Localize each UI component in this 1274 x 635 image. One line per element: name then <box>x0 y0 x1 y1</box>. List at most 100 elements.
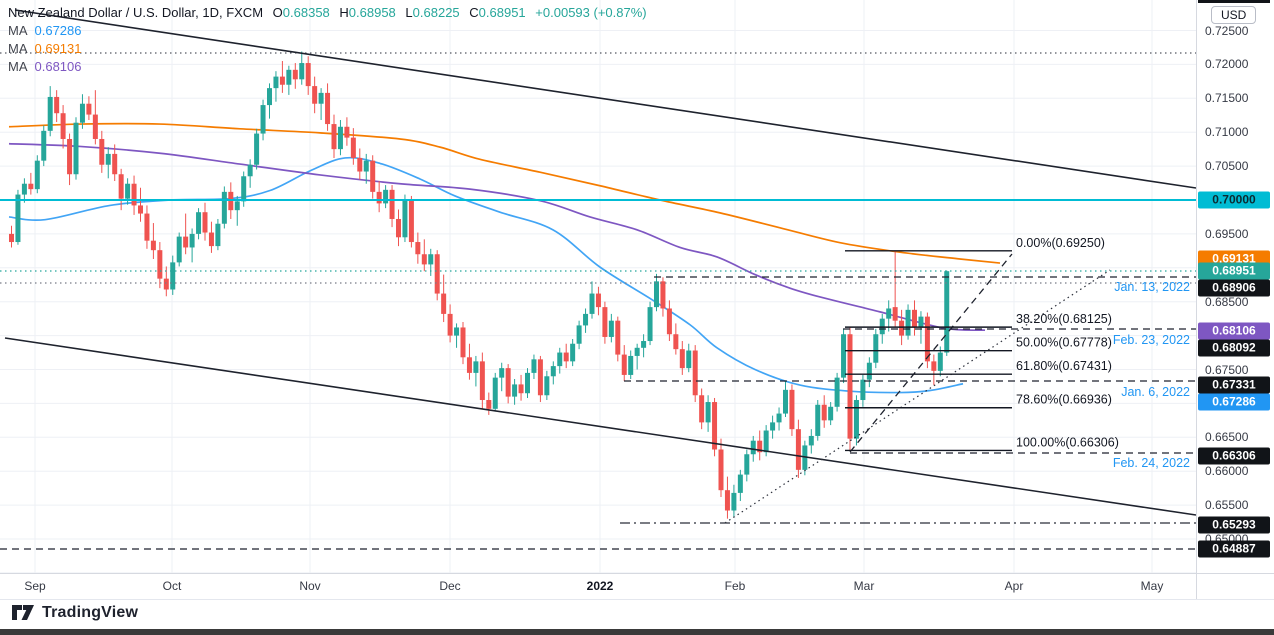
candle[interactable] <box>595 286 601 316</box>
candle-series[interactable] <box>9 51 950 519</box>
candle[interactable] <box>724 476 730 519</box>
candle[interactable] <box>505 364 511 404</box>
candle[interactable] <box>454 323 460 348</box>
candle[interactable] <box>357 148 363 180</box>
candle[interactable] <box>679 341 685 375</box>
candle[interactable] <box>641 334 647 358</box>
candle[interactable] <box>325 83 331 131</box>
candle[interactable] <box>737 469 743 502</box>
candle[interactable] <box>196 208 202 240</box>
candle[interactable] <box>525 368 530 398</box>
tradingview-attribution[interactable]: TradingView <box>12 604 138 622</box>
candle[interactable] <box>776 407 782 431</box>
candle[interactable] <box>589 281 595 319</box>
candle[interactable] <box>215 218 221 251</box>
candle[interactable] <box>28 172 34 195</box>
candle[interactable] <box>847 327 853 451</box>
candle[interactable] <box>202 202 208 241</box>
candle[interactable] <box>344 117 350 146</box>
candle[interactable] <box>99 130 105 173</box>
candle[interactable] <box>150 223 156 259</box>
candle[interactable] <box>783 381 788 417</box>
candle[interactable] <box>699 388 705 430</box>
support-dotted-line[interactable] <box>724 269 1111 524</box>
candle[interactable] <box>686 343 692 373</box>
candlestick-chart[interactable]: 0.00%(0.69250) 38.20%(0.68125) 50.00%(0.67… <box>0 0 1196 573</box>
candle[interactable] <box>118 168 124 211</box>
candle[interactable] <box>860 374 866 407</box>
candle[interactable] <box>795 419 801 478</box>
candle[interactable] <box>718 438 724 497</box>
candle[interactable] <box>460 322 466 365</box>
candle[interactable] <box>944 270 950 356</box>
candle[interactable] <box>21 178 27 203</box>
candle[interactable] <box>853 395 859 446</box>
ma-fast-blue[interactable] <box>8 156 964 394</box>
candle[interactable] <box>254 128 260 170</box>
candle[interactable] <box>138 187 143 222</box>
candle[interactable] <box>260 99 266 141</box>
candle[interactable] <box>821 395 827 428</box>
candle[interactable] <box>54 90 60 123</box>
candle[interactable] <box>492 372 498 412</box>
candle[interactable] <box>705 395 711 432</box>
candle[interactable] <box>576 320 582 350</box>
candle[interactable] <box>383 185 389 209</box>
candle[interactable] <box>67 133 73 186</box>
candle[interactable] <box>176 232 182 267</box>
candle[interactable] <box>389 185 395 228</box>
candle[interactable] <box>267 83 272 119</box>
candle[interactable] <box>731 484 737 518</box>
candle[interactable] <box>537 355 543 403</box>
candle[interactable] <box>170 255 176 295</box>
candle[interactable] <box>247 159 253 188</box>
candle[interactable] <box>712 397 718 457</box>
candle[interactable] <box>634 343 640 370</box>
candle[interactable] <box>608 313 614 343</box>
candle[interactable] <box>666 300 672 342</box>
fib-retracement[interactable]: 0.00%(0.69250) 38.20%(0.68125) 50.00%(0.67… <box>845 236 1119 452</box>
candle[interactable] <box>9 225 14 248</box>
candle[interactable] <box>647 301 653 346</box>
candle[interactable] <box>692 345 698 403</box>
candle[interactable] <box>428 248 434 276</box>
candle[interactable] <box>466 343 472 380</box>
upper-channel-line[interactable] <box>14 9 1196 189</box>
candle[interactable] <box>421 239 427 272</box>
steep-dashed-line[interactable] <box>849 253 1013 453</box>
candle[interactable] <box>447 304 453 343</box>
candle[interactable] <box>841 329 847 384</box>
candle[interactable] <box>912 300 917 336</box>
candle[interactable] <box>628 350 634 379</box>
candle[interactable] <box>550 361 556 385</box>
candle[interactable] <box>512 378 518 405</box>
candle[interactable] <box>157 242 163 289</box>
candle[interactable] <box>441 274 447 323</box>
candle[interactable] <box>621 345 627 382</box>
candle[interactable] <box>937 346 943 377</box>
candle[interactable] <box>499 362 505 392</box>
candle[interactable] <box>479 352 485 409</box>
candle[interactable] <box>312 76 318 114</box>
candle[interactable] <box>299 51 305 85</box>
candle[interactable] <box>828 402 834 426</box>
candle[interactable] <box>866 357 872 388</box>
candle[interactable] <box>79 94 85 129</box>
lower-channel-line[interactable] <box>4 337 1196 516</box>
candle[interactable] <box>144 205 150 249</box>
currency-button[interactable]: USD <box>1211 6 1257 24</box>
candle[interactable] <box>402 194 408 243</box>
candle[interactable] <box>744 449 750 482</box>
candle[interactable] <box>34 155 40 194</box>
candle[interactable] <box>208 221 214 253</box>
candle[interactable] <box>531 354 537 379</box>
candle[interactable] <box>834 372 840 412</box>
candle[interactable] <box>673 323 679 355</box>
candle[interactable] <box>92 90 98 145</box>
ma-mid-purple[interactable] <box>8 142 986 332</box>
candle[interactable] <box>60 105 66 149</box>
candle[interactable] <box>660 277 666 317</box>
price-axis[interactable]: USD 0.72500 0.72000 0.71500 0.71000 0.70500 0… <box>1196 0 1274 573</box>
candle[interactable] <box>434 250 440 301</box>
candle[interactable] <box>112 144 118 182</box>
